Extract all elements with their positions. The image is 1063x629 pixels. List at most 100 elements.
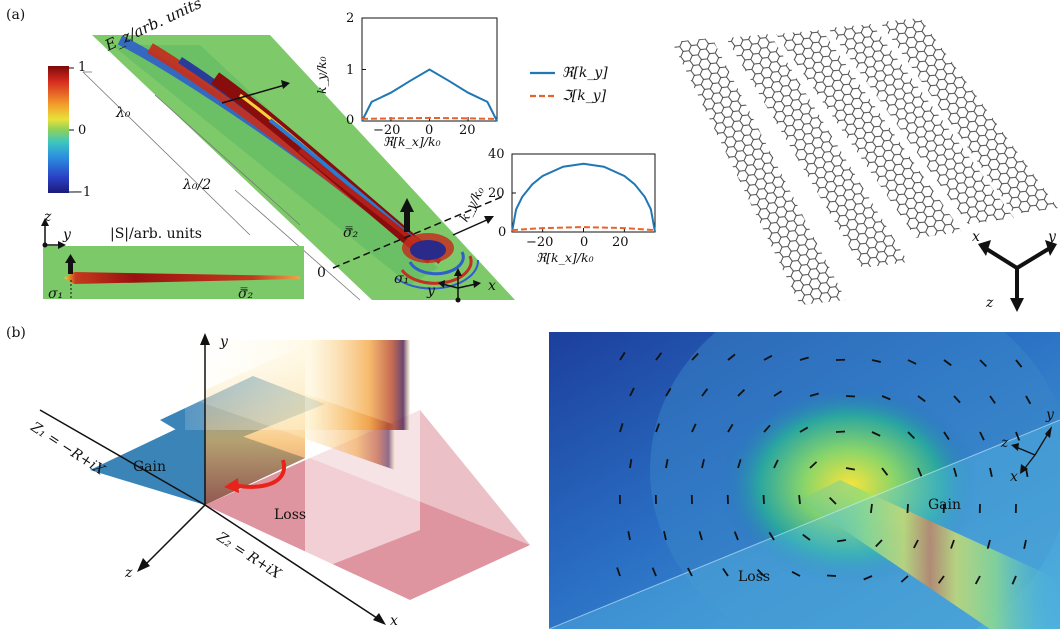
colorbar-tick-1: 1 <box>78 60 87 75</box>
quiver-arrow <box>875 539 883 548</box>
quiver-arrow <box>979 431 985 441</box>
zero-label: 0 <box>317 265 326 281</box>
quiver-arrow <box>989 395 996 404</box>
quiver-arrow <box>698 531 703 541</box>
chart2-ytick-40: 40 <box>488 147 505 162</box>
quiver-arrow <box>989 467 993 477</box>
quiver-arrow <box>1025 395 1032 405</box>
chart1-xtick-0: 0 <box>425 123 434 138</box>
quiver-arrow <box>974 575 981 585</box>
loss-label: Loss <box>274 507 307 523</box>
quiver-arrow <box>907 359 917 365</box>
quiver-arrow <box>943 359 952 367</box>
quiver-arrow <box>627 530 631 541</box>
graphene-ribbons <box>672 18 1058 305</box>
axis-x-a2: x <box>488 278 496 294</box>
quiver-arrow <box>809 461 818 469</box>
quiver-arrow <box>616 567 621 577</box>
quiver-arrow <box>863 575 873 581</box>
sim-axis-x: x <box>1010 469 1018 485</box>
chart1-xtick-20: 20 <box>459 123 476 138</box>
quiver-arrow <box>979 359 988 368</box>
quiver-arrow <box>665 387 672 397</box>
chart1 <box>361 17 498 122</box>
quiver-arrow <box>802 533 811 541</box>
gain-label: Gain <box>133 459 167 475</box>
chart1-ytick-2: 2 <box>346 11 355 26</box>
legend-real-label: ℜ[k_y] <box>562 65 608 81</box>
axes-triad-a <box>41 218 66 249</box>
sim-gain-label: Gain <box>928 497 962 513</box>
gain-loss-diagram <box>39 330 530 625</box>
quiver-arrow <box>1015 431 1021 441</box>
colorbar <box>48 66 69 193</box>
sigma1-strip: σ₁ <box>48 286 64 302</box>
quiver-arrow <box>1023 539 1027 549</box>
quiver-arrow <box>906 503 909 514</box>
quiver-arrow <box>756 568 765 577</box>
quiver-arrow <box>722 568 729 577</box>
quiver-arrow <box>655 423 660 433</box>
quiver-arrow <box>773 459 779 469</box>
quiver-arrow <box>701 459 705 469</box>
field-map <box>82 35 515 301</box>
quiver-arrow <box>773 390 783 397</box>
quiver-arrow <box>791 571 801 577</box>
quiver-arrow <box>665 458 669 469</box>
chart1-ytick-1: 1 <box>346 63 355 78</box>
quiver-arrow <box>799 426 809 433</box>
quiver-arrow <box>953 467 958 477</box>
quiver-arrow <box>881 467 889 476</box>
quiver-arrow <box>763 354 773 361</box>
quiver-arrow <box>1011 575 1017 585</box>
quiver-arrow <box>835 430 846 433</box>
quiver-arrow <box>619 423 624 433</box>
chart1-xlabel: ℜ[k_x]/k₀ <box>383 134 441 149</box>
panel-a-label: (a) <box>6 7 26 23</box>
quiver-arrow <box>691 423 697 433</box>
sigma1-field: σ₁ <box>394 271 410 287</box>
quiver-arrow <box>691 352 699 361</box>
graphene-axis-y: y <box>1048 229 1056 245</box>
quiver-arrow <box>871 431 881 437</box>
quiver-arrow <box>845 467 856 471</box>
quiver-arrow <box>937 575 945 584</box>
sim-axis-y: y <box>1046 407 1054 423</box>
graphene-axis-z: z <box>986 295 994 311</box>
sim-loss-label: Loss <box>738 569 771 585</box>
axis-x-b: x <box>390 613 398 629</box>
axis-y-b: y <box>220 334 228 350</box>
lambda0-label: λ₀ <box>116 105 131 121</box>
chart1-ylabel: k_y/k₀ <box>314 56 329 94</box>
quiver-arrow <box>737 389 746 397</box>
poynting-strip <box>43 246 304 300</box>
quiver-arrow <box>900 575 909 583</box>
quiver-arrow <box>629 387 635 397</box>
quiver-arrow <box>869 503 873 514</box>
quiver-arrow <box>727 353 736 361</box>
sim-axis-z: z <box>1001 435 1009 451</box>
sigma2-strip: σ̿₂ <box>238 286 254 302</box>
axes-triad-graphene <box>978 240 1057 312</box>
axis-y-a: y <box>63 227 71 243</box>
quiver-arrow <box>907 431 916 440</box>
chart2-xtick-0: 0 <box>580 235 589 250</box>
simulation-field <box>549 332 1060 629</box>
quiver-arrow <box>733 531 739 541</box>
chart1-xtick-m20: −20 <box>373 123 401 138</box>
axes-triad-a2 <box>438 268 481 303</box>
chart2-ytick-20: 20 <box>488 186 505 201</box>
quiver-arrow <box>950 539 955 549</box>
chart2-xlabel: ℜ[k_x]/k₀ <box>536 250 594 265</box>
quiver-arrow <box>737 459 742 469</box>
quiver-arrow <box>917 395 926 403</box>
axes-triad-sim <box>1011 426 1052 474</box>
quiver-arrow <box>809 392 819 397</box>
quiver-arrow <box>828 496 837 505</box>
panel-b-label: (b) <box>6 325 26 341</box>
quiver-arrow <box>836 539 847 543</box>
quiver-arrow <box>913 539 919 549</box>
chart1-series-real <box>361 68 498 122</box>
quiver-arrow <box>651 567 657 577</box>
